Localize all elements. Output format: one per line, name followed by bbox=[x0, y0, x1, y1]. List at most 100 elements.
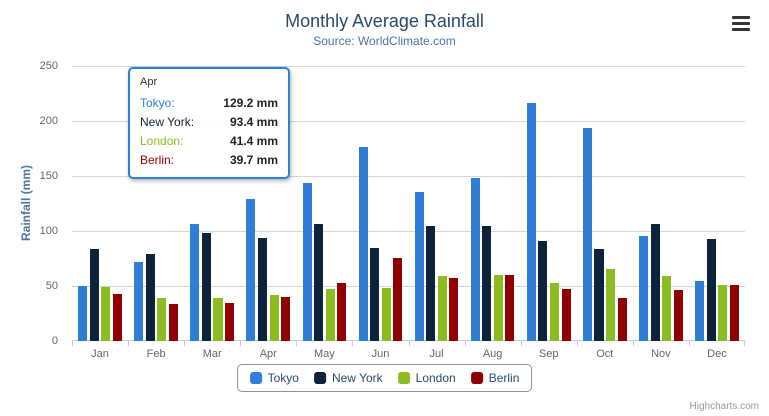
bar-tokyo-apr[interactable] bbox=[246, 198, 256, 341]
bar-new-york-nov[interactable] bbox=[650, 223, 660, 341]
gridline bbox=[72, 286, 745, 287]
y-axis-label: 50 bbox=[45, 280, 58, 292]
tooltip-value: 129.2 mm bbox=[223, 96, 278, 110]
bar-london-aug[interactable] bbox=[493, 275, 503, 341]
bar-london-sep[interactable] bbox=[549, 283, 559, 341]
tooltip-value: 39.7 mm bbox=[229, 153, 278, 167]
legend-item-london[interactable]: London bbox=[397, 371, 456, 385]
tooltip-value: 41.4 mm bbox=[229, 134, 278, 148]
x-axis-label: Jul bbox=[429, 348, 444, 360]
bar-london-oct[interactable] bbox=[606, 269, 616, 341]
x-axis-label: Apr bbox=[259, 348, 277, 360]
bar-london-jul[interactable] bbox=[437, 276, 447, 341]
x-axis-label: Oct bbox=[596, 348, 614, 360]
bar-berlin-jun[interactable] bbox=[393, 257, 403, 341]
legend-item-tokyo[interactable]: Tokyo bbox=[249, 371, 299, 385]
legend-label: Berlin bbox=[488, 371, 520, 385]
bar-new-york-mar[interactable] bbox=[201, 232, 211, 341]
tooltip-row: London: 41.4 mm bbox=[140, 132, 278, 151]
legend-item-berlin[interactable]: Berlin bbox=[470, 371, 520, 385]
x-axis-label: Aug bbox=[482, 348, 503, 360]
gridline bbox=[72, 176, 745, 177]
bar-berlin-nov[interactable] bbox=[673, 289, 683, 341]
legend-label: Tokyo bbox=[267, 371, 299, 385]
bar-london-mar[interactable] bbox=[213, 297, 223, 341]
gridline bbox=[72, 340, 745, 341]
bar-berlin-may[interactable] bbox=[337, 283, 347, 341]
bar-tokyo-jan[interactable] bbox=[78, 286, 88, 341]
legend-item-new-york[interactable]: New York bbox=[313, 371, 383, 385]
x-axis-tickmark bbox=[464, 341, 466, 346]
bar-berlin-aug[interactable] bbox=[505, 274, 515, 341]
bar-london-jan[interactable] bbox=[101, 287, 111, 341]
x-axis-tickmark bbox=[184, 341, 186, 346]
legend-swatch-berlin bbox=[470, 372, 483, 384]
bar-new-york-jun[interactable] bbox=[370, 248, 380, 341]
bar-tokyo-nov[interactable] bbox=[639, 235, 649, 341]
bar-new-york-jul[interactable] bbox=[426, 225, 436, 341]
legend-label: London bbox=[415, 371, 456, 385]
bar-berlin-feb[interactable] bbox=[168, 304, 178, 341]
x-axis-label: Feb bbox=[146, 348, 166, 360]
bar-new-york-dec[interactable] bbox=[706, 239, 716, 341]
bar-tokyo-oct[interactable] bbox=[582, 127, 592, 341]
bar-berlin-mar[interactable] bbox=[225, 303, 235, 341]
legend-swatch-tokyo bbox=[249, 372, 262, 384]
bar-tokyo-jul[interactable] bbox=[414, 191, 424, 341]
x-axis-tickmark bbox=[576, 341, 578, 346]
bar-berlin-jul[interactable] bbox=[449, 277, 459, 341]
x-axis-label: Dec bbox=[707, 348, 727, 360]
bar-new-york-aug[interactable] bbox=[482, 226, 492, 341]
bar-tokyo-may[interactable] bbox=[302, 182, 312, 341]
x-axis-tickmark bbox=[688, 341, 690, 346]
bar-london-apr[interactable] bbox=[269, 295, 279, 341]
plot-area bbox=[72, 66, 745, 346]
y-axis: 0 50 100 150 200 250 bbox=[0, 60, 64, 347]
bar-berlin-oct[interactable] bbox=[617, 298, 627, 341]
gridline bbox=[72, 121, 745, 122]
bar-berlin-sep[interactable] bbox=[561, 288, 571, 341]
x-axis-tickmark bbox=[72, 341, 73, 346]
x-axis-tickmark bbox=[352, 341, 354, 346]
bar-london-nov[interactable] bbox=[662, 275, 672, 341]
bar-new-york-oct[interactable] bbox=[594, 249, 604, 341]
x-axis-label: Mar bbox=[202, 348, 222, 360]
bar-new-york-sep[interactable] bbox=[538, 240, 548, 341]
x-axis-label: Jun bbox=[371, 348, 390, 360]
tooltip-header: Apr bbox=[140, 76, 158, 88]
bar-berlin-dec[interactable] bbox=[729, 284, 739, 341]
bar-berlin-apr[interactable] bbox=[281, 297, 291, 341]
credits-link[interactable]: Highcharts.com bbox=[689, 401, 759, 412]
export-menu-button[interactable] bbox=[729, 15, 753, 32]
gridline bbox=[72, 66, 745, 67]
x-axis-tickmark bbox=[744, 341, 745, 346]
y-axis-label: 100 bbox=[39, 225, 58, 237]
hamburger-icon-line bbox=[732, 22, 750, 25]
bar-london-feb[interactable] bbox=[157, 298, 167, 341]
x-axis-tickmark bbox=[296, 341, 298, 346]
x-axis-label: Nov bbox=[651, 348, 671, 360]
x-axis-tickmark bbox=[520, 341, 522, 346]
bar-new-york-feb[interactable] bbox=[145, 254, 155, 341]
tooltip-series-name: London: bbox=[140, 134, 184, 148]
bar-tokyo-feb[interactable] bbox=[134, 262, 144, 341]
bar-berlin-jan[interactable] bbox=[112, 294, 122, 341]
tooltip-series-name: New York: bbox=[140, 115, 195, 129]
bar-london-jun[interactable] bbox=[381, 287, 391, 341]
bar-tokyo-sep[interactable] bbox=[526, 102, 536, 341]
y-axis-label: 200 bbox=[39, 115, 58, 127]
bar-new-york-apr[interactable] bbox=[257, 238, 268, 341]
bar-tokyo-jun[interactable] bbox=[358, 147, 368, 341]
tooltip-series-name: Tokyo: bbox=[140, 96, 175, 110]
bar-tokyo-dec[interactable] bbox=[695, 281, 705, 341]
bar-tokyo-mar[interactable] bbox=[190, 223, 200, 341]
x-axis-tickmark bbox=[240, 341, 242, 346]
bar-london-may[interactable] bbox=[325, 289, 335, 341]
bar-new-york-may[interactable] bbox=[314, 224, 324, 341]
bar-new-york-jan[interactable] bbox=[89, 249, 99, 341]
bar-tokyo-aug[interactable] bbox=[470, 177, 480, 341]
x-axis-tickmark bbox=[128, 341, 130, 346]
tooltip: Apr Tokyo: 129.2 mm New York: 93.4 mm London… bbox=[128, 67, 290, 179]
bar-london-dec[interactable] bbox=[718, 284, 728, 341]
legend-swatch-new-york bbox=[313, 372, 326, 384]
